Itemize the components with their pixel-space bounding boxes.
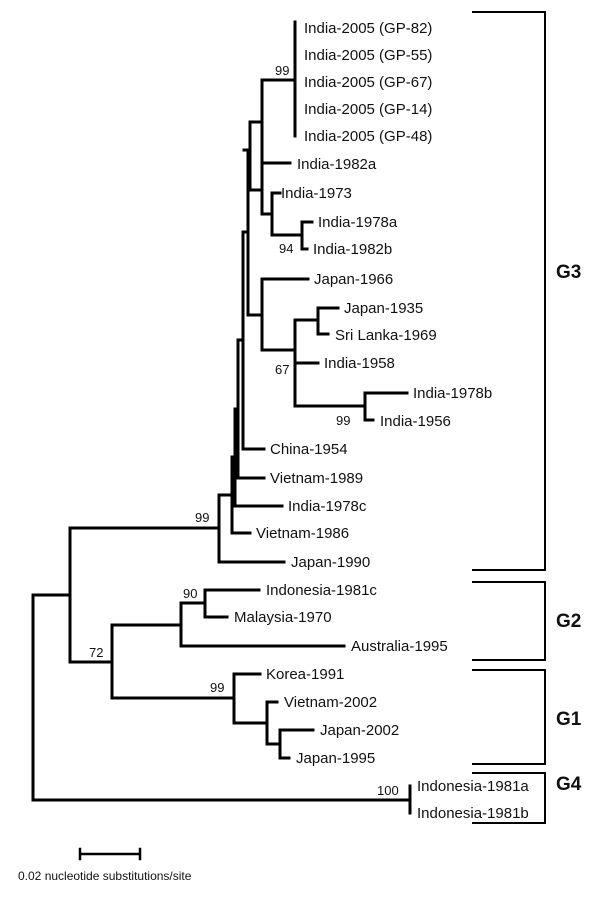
- taxon-label: Vietnam-2002: [284, 694, 377, 711]
- branch-node-vietnam-1986: [217, 455, 234, 535]
- group-brackets: [472, 11, 546, 824]
- branch-node-99-g3: [68, 493, 221, 564]
- taxon-label: India-1956: [380, 413, 451, 430]
- group-label-g4: G4: [556, 774, 582, 795]
- taxon-label: Malaysia-1970: [234, 609, 332, 626]
- taxon-label: India-1978c: [288, 498, 367, 515]
- taxon-label: Japan-1995: [296, 750, 375, 767]
- taxon-label: India-1958: [324, 355, 395, 372]
- branch-node-67: [260, 318, 297, 408]
- bootstrap-value: 100: [377, 783, 399, 798]
- taxon-label: Japan-1990: [291, 554, 370, 571]
- taxon-label: India-2005 (GP-14): [304, 101, 432, 118]
- taxon-label: India-2005 (GP-82): [304, 20, 432, 37]
- group-label-g2: G2: [556, 611, 581, 632]
- branch-node-india-2005-1982a: [248, 78, 264, 165]
- bracket-g4: [472, 772, 546, 824]
- taxon-labels: India-2005 (GP-82) India-2005 (GP-55) In…: [234, 20, 529, 822]
- branch-node-g1-g3: [31, 526, 72, 664]
- bootstrap-value: 99: [210, 680, 224, 695]
- taxon-label: India-1982b: [313, 241, 392, 258]
- bootstrap-labels: 99 94 67 99 99 90 72 99 100: [89, 63, 399, 798]
- group-labels: G3 G2 G1 G4: [556, 262, 582, 795]
- group-label-g1: G1: [556, 709, 582, 730]
- branch-node-vietnam-2002: [232, 700, 269, 746]
- bracket-g2: [472, 581, 546, 661]
- scale-bar: 0.02 nucleotide substitutions/site: [18, 847, 192, 883]
- branch-node-japan-2002-1995: [265, 728, 282, 760]
- bootstrap-value: 72: [89, 645, 103, 660]
- branch-node-japan-1935-srilanka: [293, 306, 320, 336]
- taxon-label: India-1978a: [318, 214, 398, 231]
- bootstrap-value: 99: [195, 510, 209, 525]
- bootstrap-value: 67: [275, 362, 289, 377]
- taxon-label: Sri Lanka-1969: [335, 327, 437, 344]
- taxon-label: Korea-1991: [266, 666, 344, 683]
- taxon-label: Indonesia-1981a: [417, 778, 529, 795]
- bracket-g3: [472, 11, 546, 571]
- taxon-label: China-1954: [270, 441, 348, 458]
- scale-bar-line: [78, 847, 142, 861]
- taxon-label: Indonesia-1981c: [266, 582, 377, 599]
- taxon-label: Vietnam-1989: [270, 470, 363, 487]
- bracket-g1: [472, 669, 546, 765]
- branch-node-72: [68, 623, 114, 700]
- branch-node-india-upper: [248, 161, 264, 216]
- taxon-label: Indonesia-1981b: [417, 805, 529, 822]
- bootstrap-value: 99: [336, 413, 350, 428]
- taxon-label: Japan-1935: [344, 300, 423, 317]
- taxon-label: India-1973: [281, 185, 352, 202]
- branch-node-99-india-1956: [293, 391, 367, 422]
- taxon-label: Japan-2002: [320, 722, 399, 739]
- bootstrap-value: 94: [279, 241, 293, 256]
- taxon-label: India-2005 (GP-67): [304, 74, 432, 91]
- branch-node-g2: [110, 601, 183, 648]
- taxon-label: Australia-1995: [351, 638, 448, 655]
- taxon-label: Vietnam-1986: [256, 525, 349, 542]
- branch-node-99-g1: [110, 672, 236, 725]
- group-label-g3: G3: [556, 262, 581, 283]
- branch-node-90: [179, 588, 207, 619]
- taxon-label: India-2005 (GP-55): [304, 47, 432, 64]
- branch-node-japan-1966-clade: [246, 277, 264, 352]
- branch-node-94: [270, 220, 304, 251]
- bootstrap-value: 90: [183, 586, 197, 601]
- taxon-label: Japan-1966: [314, 271, 393, 288]
- branch-node-india-1973-clade: [260, 191, 274, 237]
- branch-india-2005-clade: [260, 20, 297, 138]
- tree-branches: [31, 20, 412, 815]
- taxon-label: India-1978b: [413, 385, 492, 402]
- taxon-label: India-2005 (GP-48): [304, 128, 432, 145]
- branch-node-100-g4: [31, 784, 412, 815]
- scale-bar-label: 0.02 nucleotide substitutions/site: [18, 869, 192, 883]
- taxon-label: India-1982a: [297, 156, 377, 173]
- bootstrap-value: 99: [275, 63, 289, 78]
